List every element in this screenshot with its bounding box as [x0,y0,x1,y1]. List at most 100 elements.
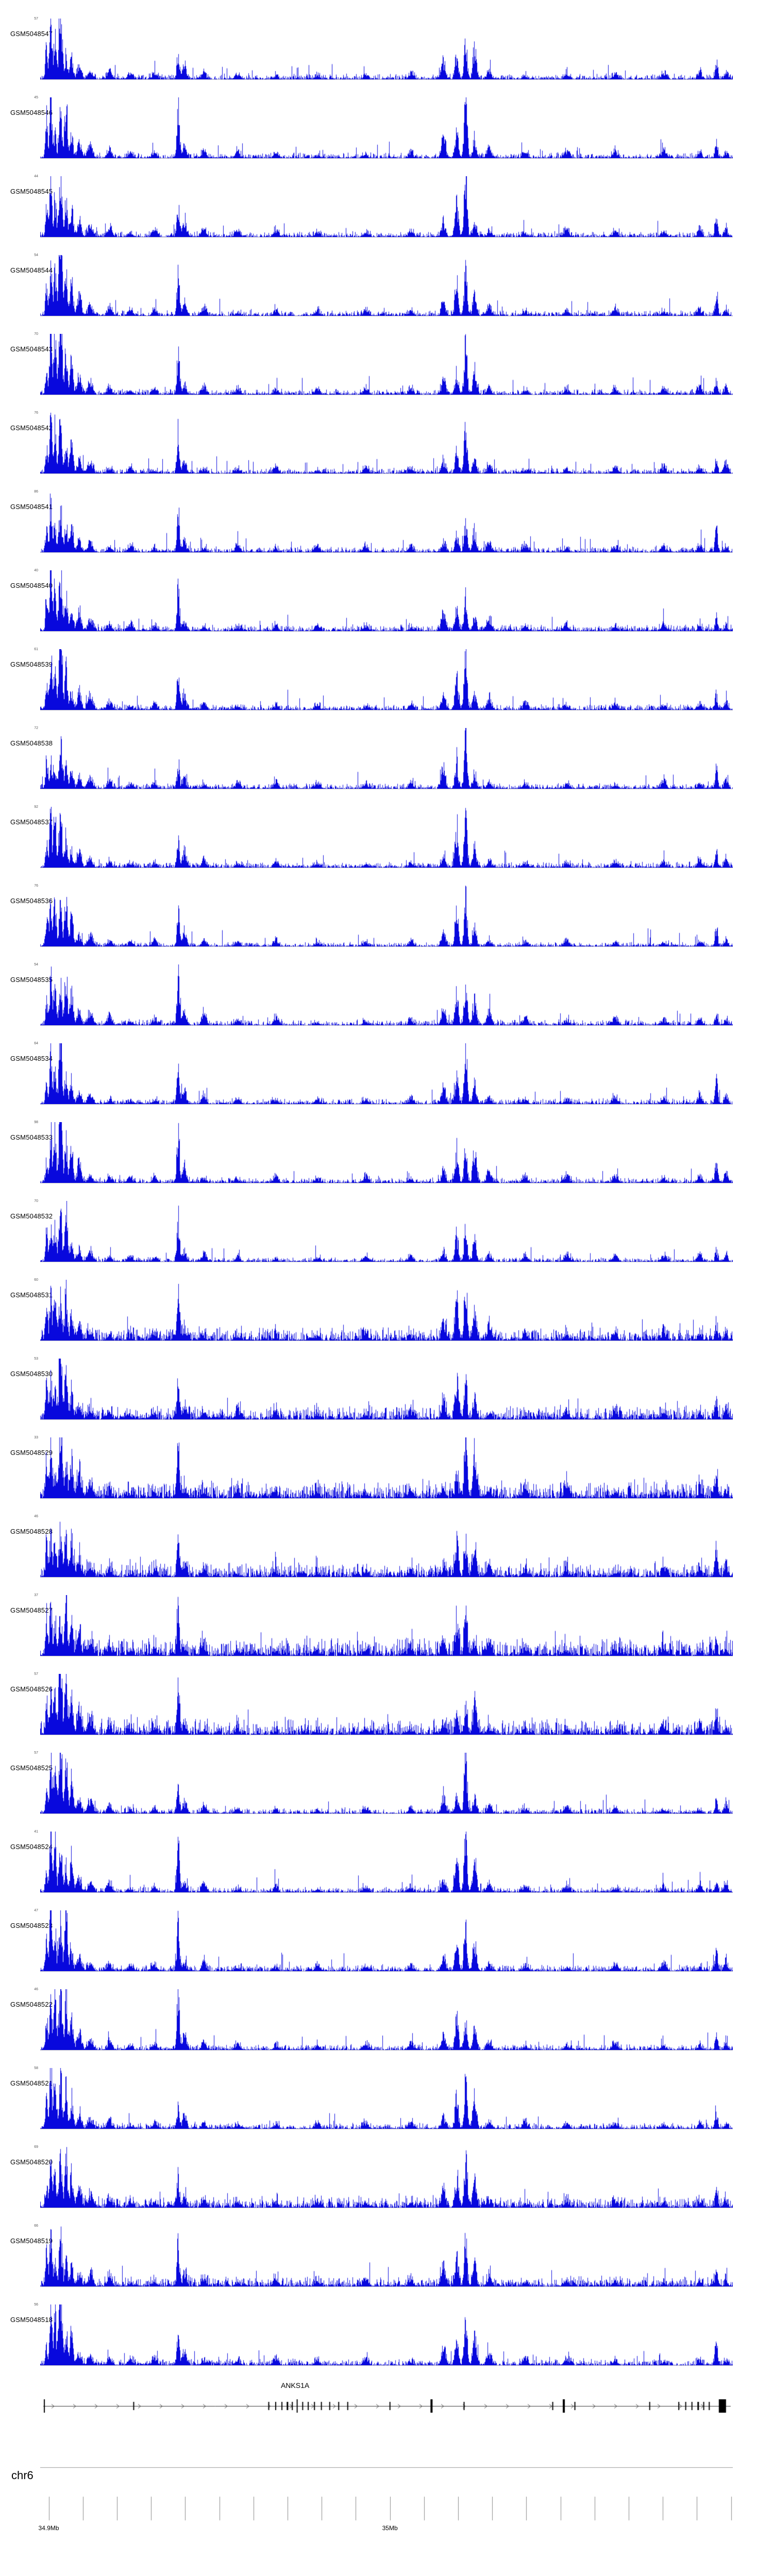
track-row: 57 GSM5048547 [0,14,773,93]
track-row: 58 GSM5048521 [0,2064,773,2143]
signal-canvas [40,2304,733,2366]
signal-canvas [40,492,733,553]
track-row: 57 GSM5048525 [0,1749,773,1827]
signal-canvas [40,1753,733,1814]
track-row: 92 GSM5048537 [0,803,773,882]
track-ymax-value: 76 [34,884,38,888]
track-row: 66 GSM5048519 [0,2222,773,2300]
track-row: 70 GSM5048543 [0,330,773,409]
signal-canvas [40,649,733,710]
signal-canvas [40,176,733,238]
track-ymax-value: 41 [34,1830,38,1834]
track-ymax-value: 69 [34,2145,38,2149]
chromosome-label: chr6 [11,2469,33,2482]
signal-canvas [40,19,733,80]
signal-canvas [40,1122,733,1183]
track-ymax-value: 33 [34,1436,38,1439]
gene-name-label: ANKS1A [280,2381,310,2389]
signal-canvas [40,1989,733,2050]
track-row: 57 GSM5048526 [0,1670,773,1749]
track-ymax-value: 37 [34,1594,38,1597]
track-ymax-value: 53 [34,1357,38,1361]
signal-canvas [40,1280,733,1341]
track-ymax-value: 98 [34,1121,38,1124]
track-row: 47 GSM5048523 [0,1906,773,1985]
tracks-container: 57 GSM5048547 45 GSM5048546 44 GSM5048545 54 GS… [0,14,773,2379]
signal-canvas [40,2147,733,2208]
signal-canvas [40,1359,733,1420]
track-ymax-value: 40 [34,569,38,572]
track-row: 45 GSM5048546 [0,93,773,172]
track-ymax-value: 54 [34,253,38,257]
signal-canvas [40,1910,733,1972]
track-ymax-value: 57 [34,1751,38,1755]
track-ymax-value: 56 [34,2303,38,2307]
track-ymax-value: 54 [34,963,38,967]
signal-canvas [40,1437,733,1499]
signal-canvas [40,334,733,395]
signal-canvas [40,1832,733,1893]
signal-canvas [40,1674,733,1735]
track-row: 37 GSM5048527 [0,1591,773,1670]
track-row: 72 GSM5048538 [0,724,773,803]
track-ymax-value: 57 [34,1672,38,1676]
track-row: 56 GSM5048518 [0,2300,773,2379]
track-ymax-value: 72 [34,726,38,730]
track-ymax-value: 57 [34,17,38,21]
track-ymax-value: 64 [34,1042,38,1045]
signal-canvas [40,1201,733,1262]
signal-canvas [40,2068,733,2129]
track-row: 46 GSM5048528 [0,1512,773,1591]
track-row: 40 GSM5048540 [0,566,773,645]
track-ymax-value: 46 [34,1515,38,1518]
track-ymax-value: 45 [34,96,38,99]
signal-canvas [40,97,733,159]
signal-canvas [40,1516,733,1578]
signal-canvas [40,2226,733,2287]
track-ymax-value: 66 [34,2224,38,2228]
signal-canvas [40,413,733,474]
signal-canvas [40,570,733,632]
track-row: 53 GSM5048530 [0,1354,773,1433]
signal-canvas [40,255,733,316]
signal-canvas [40,807,733,868]
signal-canvas [40,1043,733,1105]
track-ymax-value: 61 [34,648,38,651]
track-ymax-value: 86 [34,490,38,494]
signal-canvas [40,964,733,1026]
gene-model-canvas [40,2391,733,2419]
track-row: 64 GSM5048534 [0,1039,773,1118]
track-row: 54 GSM5048544 [0,251,773,330]
signal-canvas [40,728,733,789]
track-row: 54 GSM5048535 [0,960,773,1039]
track-ymax-value: 70 [34,332,38,336]
track-row: 44 GSM5048545 [0,172,773,251]
axis-tick-label-right: 35Mb [382,2524,398,2532]
track-row: 70 GSM5048532 [0,1197,773,1276]
track-ymax-value: 92 [34,805,38,809]
track-ymax-value: 46 [34,1988,38,1991]
track-row: 76 GSM5048536 [0,882,773,960]
track-ymax-value: 60 [34,1278,38,1282]
track-ymax-value: 44 [34,175,38,178]
track-ymax-value: 47 [34,1909,38,1912]
ruler-canvas [40,2467,733,2523]
track-row: 60 GSM5048531 [0,1276,773,1354]
track-row: 46 GSM5048522 [0,1985,773,2064]
signal-canvas [40,1595,733,1656]
track-ymax-value: 76 [34,411,38,415]
gene-track: ANKS1A [0,2379,773,2431]
track-row: 61 GSM5048539 [0,645,773,724]
track-row: 69 GSM5048520 [0,2143,773,2222]
signal-canvas [40,886,733,947]
chromosome-ruler: chr6 34.9Mb 35Mb [0,2467,773,2544]
track-ymax-value: 70 [34,1199,38,1203]
track-row: 86 GSM5048541 [0,487,773,566]
axis-tick-label-left: 34.9Mb [38,2524,59,2532]
track-row: 41 GSM5048524 [0,1827,773,1906]
track-row: 33 GSM5048529 [0,1433,773,1512]
track-row: 98 GSM5048533 [0,1118,773,1197]
track-row: 76 GSM5048542 [0,409,773,487]
track-ymax-value: 58 [34,2066,38,2070]
